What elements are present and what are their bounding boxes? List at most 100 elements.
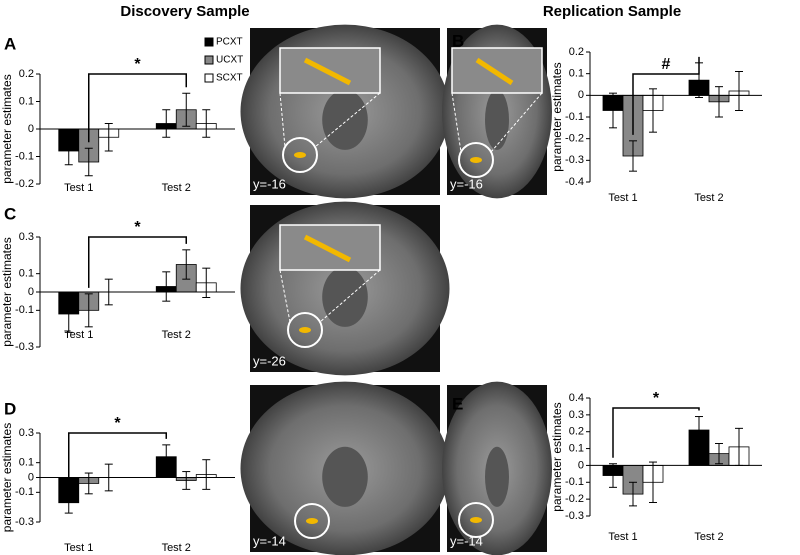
inset-activation xyxy=(475,57,514,86)
ventricle xyxy=(485,89,509,150)
error-bar xyxy=(715,86,723,118)
error-bar xyxy=(609,92,617,129)
y-tick-label: 0.2 xyxy=(569,46,584,58)
activation xyxy=(470,157,482,163)
x-tick-label: Test 2 xyxy=(694,531,723,543)
error-bar xyxy=(629,140,637,172)
roi-circle xyxy=(282,137,318,173)
y-tick-label: 0.1 xyxy=(19,95,34,107)
y-tick-label: -0.3 xyxy=(15,341,34,353)
activation xyxy=(299,327,311,333)
roi-circle xyxy=(294,503,330,539)
y-axis-label: parameter estimates xyxy=(0,74,14,183)
inset-pointer xyxy=(279,92,286,148)
inset-activation xyxy=(303,234,352,263)
y-tick-label: 0 xyxy=(28,286,34,298)
y-tick-label: 0 xyxy=(578,459,584,471)
y-tick-label: 0.3 xyxy=(19,427,34,439)
x-tick-label: Test 1 xyxy=(608,531,637,543)
error-bar xyxy=(104,123,113,152)
error-bar xyxy=(182,249,191,280)
inset-pointer xyxy=(314,92,381,148)
panel-label: E xyxy=(452,394,463,413)
x-tick-label: Test 2 xyxy=(162,542,191,554)
activation xyxy=(306,518,318,524)
y-tick-label: -0.3 xyxy=(565,154,584,166)
y-axis-label: parameter estimates xyxy=(550,402,564,511)
image-label: y=-26 xyxy=(253,353,286,368)
brain-images: y=-16 y=-16 y=-26 y=-14 y=-14 xyxy=(240,24,552,555)
error-bar xyxy=(64,136,73,166)
panel-label: D xyxy=(4,399,16,418)
panel-label: C xyxy=(4,204,16,223)
roi-circle xyxy=(287,312,323,348)
header: Discovery Sample xyxy=(120,3,249,20)
error-bar xyxy=(202,267,211,298)
y-tick-label: -0.1 xyxy=(15,150,34,162)
inset xyxy=(279,47,381,94)
inset-pointer xyxy=(490,92,543,153)
roi-circle xyxy=(458,502,494,538)
ventricle xyxy=(322,446,368,507)
error-bar xyxy=(609,463,617,488)
y-tick-label: -0.3 xyxy=(565,510,584,522)
image-label: y=-14 xyxy=(253,533,286,548)
y-tick-label: 0.1 xyxy=(569,68,584,80)
y-tick-label: -0.4 xyxy=(565,176,584,188)
significance: * xyxy=(653,390,660,407)
y-tick-label: -0.1 xyxy=(15,486,34,498)
y-tick-label: 0.4 xyxy=(569,392,584,404)
error-bar xyxy=(162,109,171,138)
legend-swatch xyxy=(204,73,214,83)
y-tick-label: 0.2 xyxy=(569,426,584,438)
ventricle xyxy=(322,266,368,327)
bracket xyxy=(88,73,187,143)
significance: * xyxy=(134,56,141,73)
ventricle xyxy=(322,89,368,150)
error-bar xyxy=(695,416,703,445)
inset-activation xyxy=(303,57,352,86)
y-tick-label: 0.1 xyxy=(19,268,34,280)
roi-circle xyxy=(458,142,494,178)
image-label: y=-14 xyxy=(450,533,483,548)
legend-label: SCXT xyxy=(216,73,243,84)
bracket xyxy=(68,432,167,487)
error-bar xyxy=(629,481,637,507)
legend-swatch xyxy=(204,55,214,65)
error-bar xyxy=(735,71,743,111)
x-tick-label: Test 1 xyxy=(608,192,637,204)
legend-swatch xyxy=(204,37,214,47)
significance: * xyxy=(114,415,121,432)
panel-label: B xyxy=(452,31,464,50)
error-bar xyxy=(649,461,657,504)
inset-pointer xyxy=(319,269,381,323)
y-tick-label: 0 xyxy=(28,123,34,135)
inset xyxy=(279,224,381,271)
error-bar xyxy=(162,444,171,470)
legend-label: UCXT xyxy=(216,55,243,66)
error-bar xyxy=(202,109,211,138)
bracket xyxy=(612,407,700,458)
y-tick-label: 0.3 xyxy=(19,231,34,243)
error-bar xyxy=(202,459,211,490)
error-bar xyxy=(182,471,191,490)
bracket xyxy=(88,236,187,288)
y-tick-label: 0.3 xyxy=(569,409,584,421)
error-bar xyxy=(182,92,191,127)
y-tick-label: -0.2 xyxy=(565,493,584,505)
activation xyxy=(470,517,482,523)
y-axis-label: parameter estimates xyxy=(0,237,14,346)
legend-label: PCXT xyxy=(216,37,243,48)
error-bar xyxy=(162,271,171,302)
bracket xyxy=(632,56,700,135)
significance: # xyxy=(662,56,671,73)
y-tick-label: 0 xyxy=(28,471,34,483)
y-tick-label: -0.1 xyxy=(565,111,584,123)
image-label: y=-16 xyxy=(253,176,286,191)
x-tick-label: Test 2 xyxy=(694,192,723,204)
error-bar xyxy=(84,293,93,328)
y-tick-label: 0.1 xyxy=(19,457,34,469)
activation xyxy=(294,152,306,158)
header: Replication Sample xyxy=(543,3,681,20)
